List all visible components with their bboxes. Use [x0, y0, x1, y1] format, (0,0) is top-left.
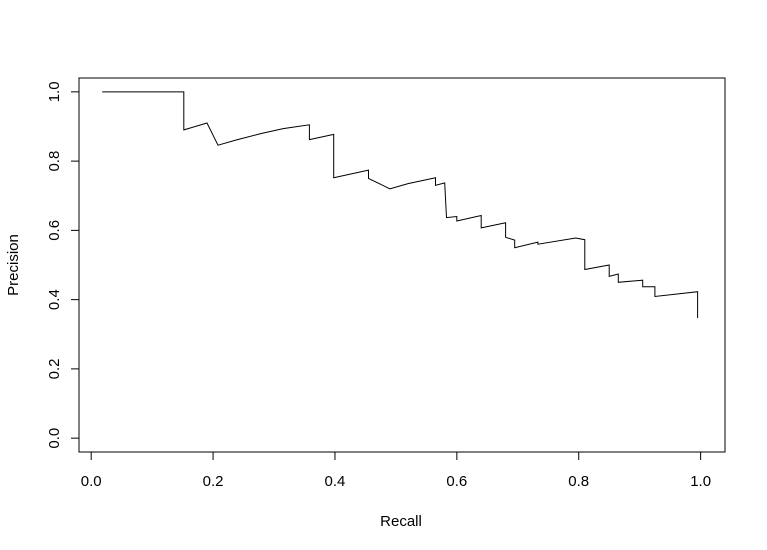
y-tick-label: 0.6: [46, 220, 63, 241]
x-axis-title: Recall: [380, 513, 422, 530]
series-layer: [102, 91, 699, 318]
y-axis-title: Precision: [5, 234, 22, 296]
y-tick-label: 0.4: [46, 289, 63, 310]
x-axis: 0.0 0.2 0.4 0.6 0.8 1.0: [81, 451, 711, 490]
x-tick-label: 0.4: [325, 473, 346, 490]
precision-recall-line: [102, 91, 699, 318]
plot-frame: [78, 77, 726, 453]
x-tick-label: 1.0: [690, 473, 711, 490]
y-tick-label: 0.0: [46, 428, 63, 449]
y-axis: 0.0 0.2 0.4 0.6 0.8 1.0: [46, 81, 80, 449]
x-tick-label: 0.6: [446, 473, 467, 490]
y-tick-label: 0.8: [46, 151, 63, 172]
y-tick-label: 0.2: [46, 358, 63, 379]
x-tick-label: 0.2: [203, 473, 224, 490]
x-tick-label: 0.0: [81, 473, 102, 490]
x-tick-label: 0.8: [568, 473, 589, 490]
y-tick-label: 1.0: [46, 81, 63, 102]
